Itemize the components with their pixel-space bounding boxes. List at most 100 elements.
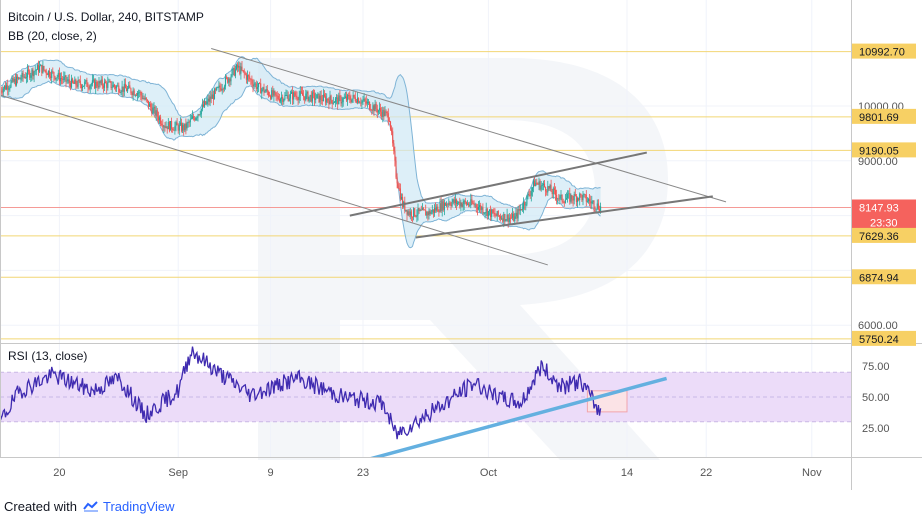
time-tick-label: 9 bbox=[268, 467, 274, 479]
candle-body bbox=[570, 195, 572, 202]
candle-body bbox=[89, 85, 91, 89]
candle-body bbox=[196, 117, 198, 119]
candle-body bbox=[206, 101, 208, 105]
candle-body bbox=[494, 213, 496, 216]
candle-body bbox=[329, 95, 331, 105]
candle-body bbox=[174, 125, 176, 131]
candle-body bbox=[296, 95, 298, 99]
candle-body bbox=[336, 97, 338, 99]
candle-body bbox=[366, 101, 368, 104]
candle-body bbox=[189, 119, 191, 123]
candle-body bbox=[320, 95, 322, 100]
candle-body bbox=[282, 97, 284, 102]
price-axis: 10000.009000.006000.0010992.709801.69919… bbox=[852, 43, 916, 346]
candle-body bbox=[332, 102, 334, 104]
candle-body bbox=[284, 95, 286, 100]
candle-body bbox=[262, 87, 264, 90]
candle-body bbox=[472, 203, 474, 205]
candle-body bbox=[502, 218, 504, 222]
candle-body bbox=[112, 84, 114, 88]
rsi-trend-line bbox=[370, 376, 668, 457]
candle-body bbox=[6, 85, 8, 90]
price-level-tag bbox=[852, 269, 916, 285]
price-level-label: 9190.05 bbox=[859, 145, 899, 157]
candle-body bbox=[344, 96, 346, 98]
candle-body bbox=[81, 86, 84, 89]
candle-body bbox=[250, 79, 252, 81]
rsi-legend: RSI (13, close) bbox=[8, 349, 87, 363]
candle-body bbox=[141, 95, 143, 99]
candle-body bbox=[266, 89, 268, 92]
candle-body bbox=[421, 208, 423, 211]
time-tick-label: Sep bbox=[168, 467, 188, 479]
candle-body bbox=[466, 203, 469, 205]
candle-body bbox=[323, 94, 326, 97]
candle-body bbox=[540, 185, 542, 190]
candle-body bbox=[226, 77, 228, 79]
candle-body bbox=[103, 81, 106, 88]
candle-body bbox=[165, 126, 167, 128]
candle-body bbox=[270, 95, 272, 99]
candle-body bbox=[281, 97, 283, 99]
tradingview-link[interactable]: TradingView bbox=[102, 498, 175, 514]
candle-body bbox=[36, 64, 38, 70]
candle-body bbox=[554, 190, 557, 196]
candle-body bbox=[321, 99, 323, 101]
candle-body bbox=[161, 123, 163, 126]
candle-body bbox=[297, 98, 299, 100]
candle-body bbox=[594, 208, 596, 210]
candle-body bbox=[386, 111, 388, 114]
candle-body bbox=[439, 203, 441, 213]
candle-body bbox=[235, 64, 238, 70]
price-level-tag bbox=[852, 142, 916, 158]
candle-body bbox=[50, 76, 52, 78]
candle-body bbox=[153, 106, 155, 109]
candle-body bbox=[450, 204, 452, 206]
candle-body bbox=[547, 186, 549, 193]
candle-body bbox=[45, 70, 47, 74]
price-level-tag bbox=[852, 43, 916, 59]
candle-body bbox=[272, 90, 274, 96]
candle-body bbox=[397, 183, 399, 189]
candle-body bbox=[355, 101, 357, 103]
candle-body bbox=[42, 66, 44, 73]
bar-countdown: 23:30 bbox=[870, 217, 898, 229]
candle-body bbox=[193, 116, 195, 119]
candle-body bbox=[520, 208, 522, 210]
candle-body bbox=[598, 209, 601, 212]
candle-body bbox=[371, 110, 373, 111]
candle-body bbox=[407, 211, 409, 215]
candle-body bbox=[166, 126, 168, 130]
candle-body bbox=[101, 79, 103, 86]
candle-body bbox=[545, 186, 547, 192]
candle-body bbox=[507, 214, 509, 222]
candle-body bbox=[102, 85, 104, 88]
candle-body bbox=[132, 90, 134, 96]
price-level-tag bbox=[852, 199, 916, 230]
candle-body bbox=[0, 89, 2, 92]
candle-body bbox=[289, 93, 291, 99]
candle-body bbox=[183, 124, 185, 131]
candle-body bbox=[255, 83, 257, 89]
candle-body bbox=[293, 92, 295, 100]
candle-body bbox=[283, 99, 285, 102]
candle-body bbox=[154, 106, 156, 116]
candle-body bbox=[418, 208, 420, 211]
candle-body bbox=[521, 208, 524, 210]
candle-body bbox=[409, 211, 411, 216]
candle-body bbox=[299, 91, 301, 96]
candle-body bbox=[56, 77, 58, 78]
candle-body bbox=[591, 201, 593, 204]
candle-body bbox=[24, 76, 26, 79]
price-level-tag bbox=[852, 108, 916, 124]
candle-body bbox=[163, 126, 165, 128]
candle-body bbox=[304, 96, 306, 101]
candle-body bbox=[66, 80, 68, 82]
candle-body bbox=[279, 98, 282, 102]
candle-body bbox=[228, 78, 230, 83]
candle-body bbox=[433, 207, 436, 213]
candle-body bbox=[529, 195, 531, 196]
candle-body bbox=[562, 201, 564, 203]
price-level-label: 7629.36 bbox=[859, 231, 899, 243]
